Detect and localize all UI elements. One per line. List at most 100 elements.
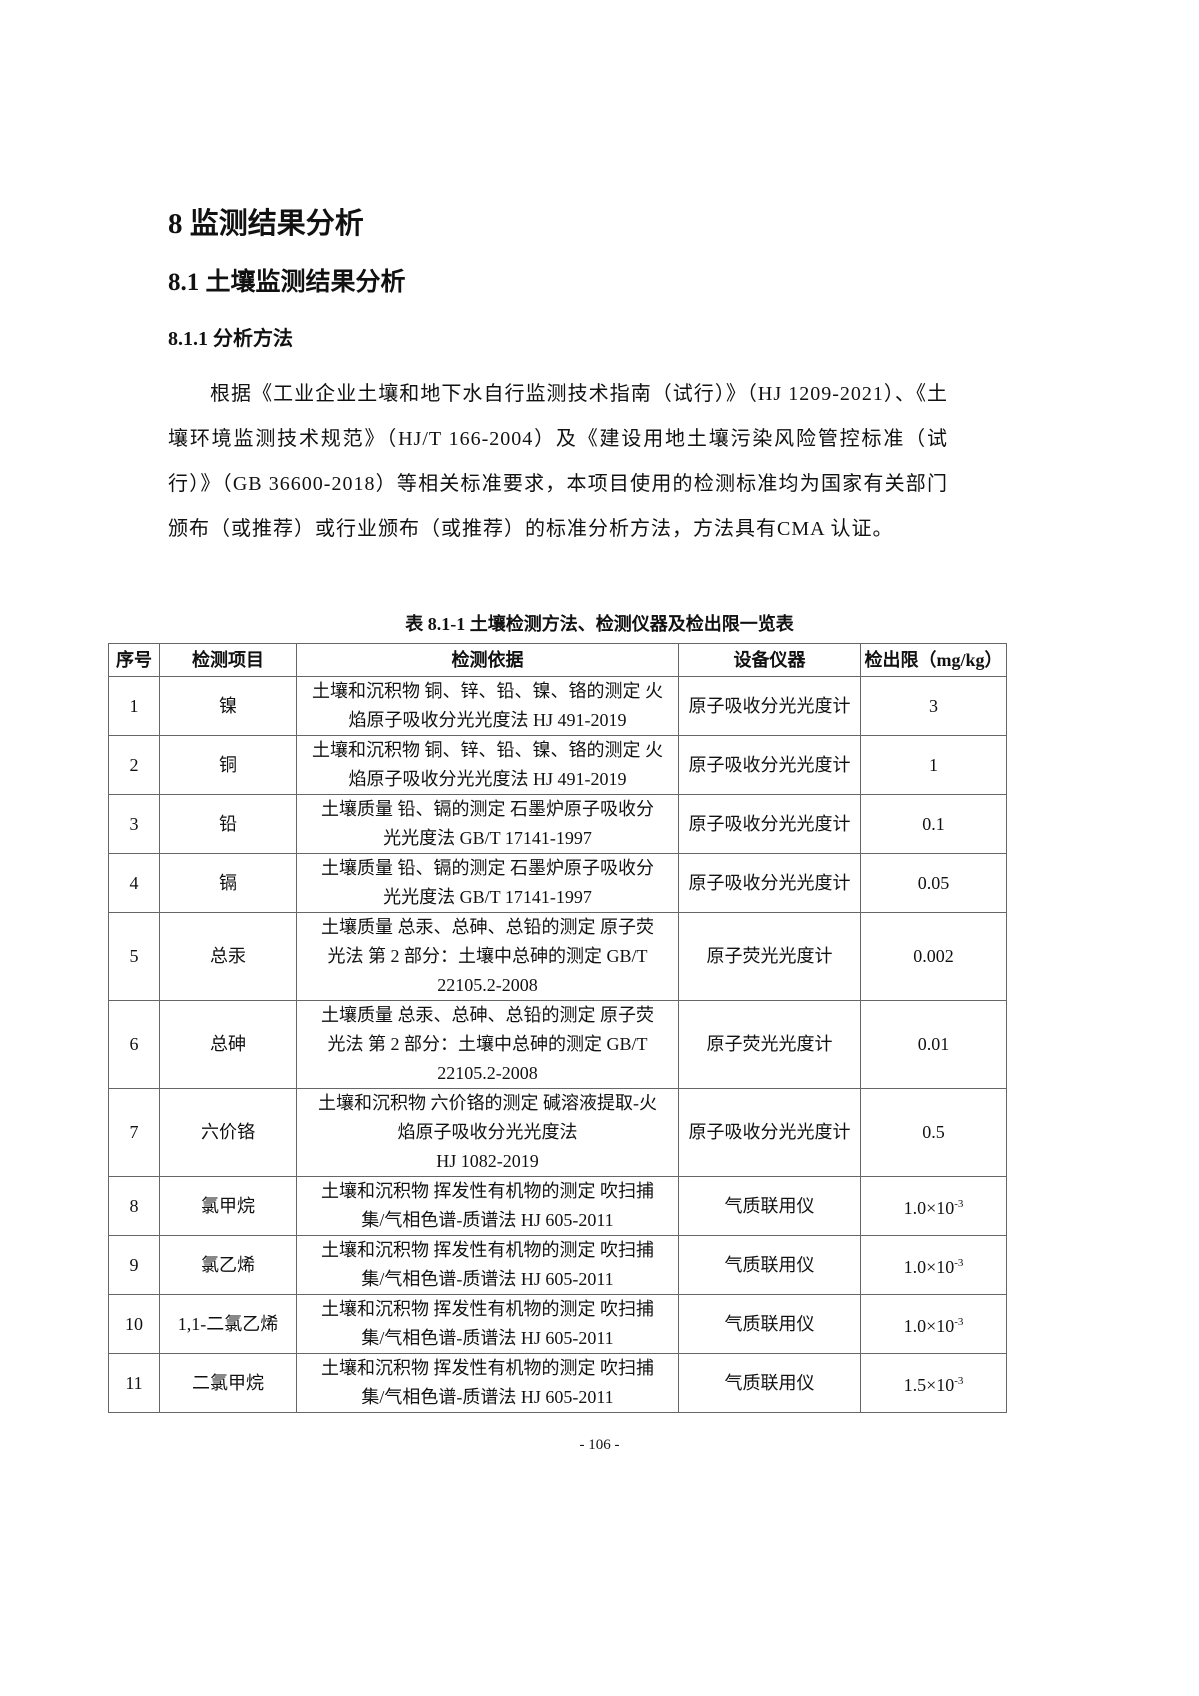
cell-limit: 0.01	[860, 1000, 1007, 1089]
limit-value: 1.0×10	[903, 1256, 955, 1277]
method-line: 土壤和沉积物 挥发性有机物的测定 吹扫捕	[321, 1240, 654, 1260]
limit-value: 0.5	[922, 1122, 945, 1142]
cell-item: 1,1-二氯乙烯	[159, 1294, 297, 1354]
cell-no: 4	[108, 853, 160, 913]
method-line: 22105.2-2008	[437, 975, 538, 995]
cell-item: 总砷	[159, 1000, 297, 1089]
cell-item: 六价铬	[159, 1088, 297, 1177]
table-row: 4 镉土壤质量 铅、镉的测定 石墨炉原子吸收分 光光度法 GB/T 17141-19…	[108, 853, 1007, 913]
method-line: 焰原子吸收分光光度法 HJ 491-2019	[348, 769, 627, 789]
limit-value: 0.002	[913, 946, 954, 966]
limit-exponent: -3	[954, 1315, 964, 1328]
method-line: 焰原子吸收分光光度法 HJ 491-2019	[348, 710, 627, 730]
cell-no: 10	[108, 1294, 160, 1354]
limit-value: 1	[929, 754, 938, 775]
cell-method: 土壤质量 铅、镉的测定 石墨炉原子吸收分 光光度法 GB/T 17141-1997	[296, 853, 679, 913]
cell-no: 1	[108, 676, 160, 736]
cell-method: 土壤和沉积物 六价铬的测定 碱溶液提取-火 焰原子吸收分光光度法 HJ 1082-2…	[296, 1088, 679, 1177]
cell-limit: 0.05	[860, 853, 1007, 913]
method-line: 光光度法 GB/T 17141-1997	[383, 887, 592, 907]
cell-no: 8	[108, 1176, 160, 1236]
method-line: 光法 第 2 部分：土壤中总砷的测定 GB/T	[327, 1034, 648, 1054]
limit-value: 0.05	[917, 872, 950, 893]
cell-no: 6	[108, 1000, 160, 1089]
table-caption: 表 8.1-1 土壤检测方法、检测仪器及检出限一览表	[405, 614, 794, 634]
method-line: 集/气相色谱-质谱法 HJ 605-2011	[361, 1269, 614, 1289]
table-header-row: 序号 检测项目 检测依据 设备仪器 检出限（mg/kg）	[108, 643, 1007, 677]
table-row: 6 总砷 土壤质量 总汞、总砷、总铅的测定 原子荧 光法 第 2 部分：土壤中总砷的测…	[108, 1000, 1007, 1089]
cell-no: 11	[108, 1353, 160, 1413]
table-row: 5 总汞 土壤质量 总汞、总砷、总铅的测定 原子荧 光法 第 2 部分：土壤中总砷的测…	[108, 912, 1007, 1001]
method-line: 土壤质量 总汞、总砷、总铅的测定 原子荧	[321, 917, 654, 937]
limit-value: 1.5×10	[903, 1374, 955, 1395]
header-no: 序号	[108, 643, 160, 677]
cell-item: 总汞	[159, 912, 297, 1001]
method-line: 土壤和沉积物 六价铬的测定 碱溶液提取-火	[318, 1093, 657, 1113]
cell-no: 5	[108, 912, 160, 1001]
method-line: 土壤和沉积物 铜、锌、铅、镍、铬的测定 火	[312, 740, 663, 760]
table-row: 7 六价铬 土壤和沉积物 六价铬的测定 碱溶液提取-火 焰原子吸收分光光度法 HJ 10…	[108, 1088, 1007, 1177]
cell-instrument: 气质联用仪	[678, 1235, 861, 1295]
limit-value: 0.01	[917, 1034, 950, 1054]
cell-limit: 1	[860, 735, 1007, 795]
cell-item: 铜	[159, 735, 297, 795]
body-paragraph: 根据《工业企业土壤和地下水自行监测技术指南（试行）》（HJ 1209-2021）…	[168, 383, 948, 540]
cell-limit: 1.0×10-3	[860, 1294, 1007, 1354]
cell-no: 2	[108, 735, 160, 795]
method-line: 土壤和沉积物 挥发性有机物的测定 吹扫捕	[321, 1358, 654, 1378]
header-item: 检测项目	[159, 643, 297, 677]
cell-method: 土壤和沉积物 挥发性有机物的测定 吹扫捕 集/气相色谱-质谱法 HJ 605-20…	[296, 1353, 679, 1413]
method-line: 土壤和沉积物 挥发性有机物的测定 吹扫捕	[321, 1181, 654, 1201]
method-line: 土壤和沉积物 铜、锌、铅、镍、铬的测定 火	[312, 681, 663, 701]
cell-item: 二氯甲烷	[159, 1353, 297, 1413]
page-number: - 106 -	[579, 1437, 620, 1453]
method-line: 土壤和沉积物 挥发性有机物的测定 吹扫捕	[321, 1299, 654, 1319]
cell-method: 土壤质量 总汞、总砷、总铅的测定 原子荧 光法 第 2 部分：土壤中总砷的测定 G…	[296, 1000, 679, 1089]
method-line: 光光度法 GB/T 17141-1997	[383, 828, 592, 848]
table-row: 2 铜土壤和沉积物 铜、锌、铅、镍、铬的测定 火焰原子吸收分光光度法 HJ 491…	[108, 735, 1007, 795]
table-row: 11 二氯甲烷 土壤和沉积物 挥发性有机物的测定 吹扫捕 集/气相色谱-质谱法 HJ …	[108, 1353, 1007, 1413]
limit-value: 1.0×10	[903, 1197, 955, 1218]
method-line: 集/气相色谱-质谱法 HJ 605-2011	[361, 1210, 614, 1230]
cell-instrument: 原子吸收分光光度计	[678, 853, 861, 913]
cell-limit: 1.0×10-3	[860, 1176, 1007, 1236]
cell-no: 7	[108, 1088, 160, 1177]
cell-instrument: 原子荧光光度计	[678, 1000, 861, 1089]
limit-exponent: -3	[954, 1197, 964, 1210]
cell-limit: 3	[860, 676, 1007, 736]
limit-value: 1.0×10	[903, 1315, 955, 1336]
table-row: 1 镍土壤和沉积物 铜、锌、铅、镍、铬的测定 火焰原子吸收分光光度法 HJ 491…	[108, 676, 1007, 736]
detection-methods-table: 序号 检测项目 检测依据 设备仪器 检出限（mg/kg） 1 镍土壤和沉积物 铜、…	[108, 643, 1007, 1413]
method-line: 光法 第 2 部分：土壤中总砷的测定 GB/T	[327, 946, 648, 966]
cell-limit: 0.5	[860, 1088, 1007, 1177]
cell-item: 镍	[159, 676, 297, 736]
method-line: 土壤质量 铅、镉的测定 石墨炉原子吸收分	[321, 858, 654, 878]
cell-instrument: 气质联用仪	[678, 1353, 861, 1413]
cell-limit: 0.1	[860, 794, 1007, 854]
table-row: 9 氯乙烯 土壤和沉积物 挥发性有机物的测定 吹扫捕 集/气相色谱-质谱法 HJ 60…	[108, 1235, 1007, 1295]
cell-method: 土壤质量 总汞、总砷、总铅的测定 原子荧 光法 第 2 部分：土壤中总砷的测定 G…	[296, 912, 679, 1001]
limit-exponent: -3	[954, 1374, 964, 1387]
header-instrument: 设备仪器	[678, 643, 861, 677]
method-line: 焰原子吸收分光光度法	[397, 1122, 578, 1142]
cell-limit: 1.0×10-3	[860, 1235, 1007, 1295]
method-line: 土壤质量 总汞、总砷、总铅的测定 原子荧	[321, 1005, 654, 1025]
method-line: 集/气相色谱-质谱法 HJ 605-2011	[361, 1387, 614, 1407]
header-method: 检测依据	[296, 643, 679, 677]
cell-method: 土壤和沉积物 挥发性有机物的测定 吹扫捕 集/气相色谱-质谱法 HJ 605-20…	[296, 1235, 679, 1295]
method-line: HJ 1082-2019	[436, 1151, 539, 1171]
cell-no: 9	[108, 1235, 160, 1295]
cell-method: 土壤和沉积物 挥发性有机物的测定 吹扫捕 集/气相色谱-质谱法 HJ 605-20…	[296, 1294, 679, 1354]
table-row: 3 铅土壤质量 铅、镉的测定 石墨炉原子吸收分 光光度法 GB/T 17141-19…	[108, 794, 1007, 854]
cell-limit: 0.002	[860, 912, 1007, 1001]
limit-exponent: -3	[954, 1256, 964, 1269]
method-line: 土壤质量 铅、镉的测定 石墨炉原子吸收分	[321, 799, 654, 819]
cell-item: 氯甲烷	[159, 1176, 297, 1236]
cell-instrument: 原子吸收分光光度计	[678, 676, 861, 736]
subsection-heading: 8.1.1 分析方法	[168, 328, 293, 350]
method-line: 集/气相色谱-质谱法 HJ 605-2011	[361, 1328, 614, 1348]
cell-method: 土壤和沉积物 铜、锌、铅、镍、铬的测定 火焰原子吸收分光光度法 HJ 491-2…	[296, 735, 679, 795]
cell-item: 铅	[159, 794, 297, 854]
method-line: 22105.2-2008	[437, 1063, 538, 1083]
cell-instrument: 原子荧光光度计	[678, 912, 861, 1001]
